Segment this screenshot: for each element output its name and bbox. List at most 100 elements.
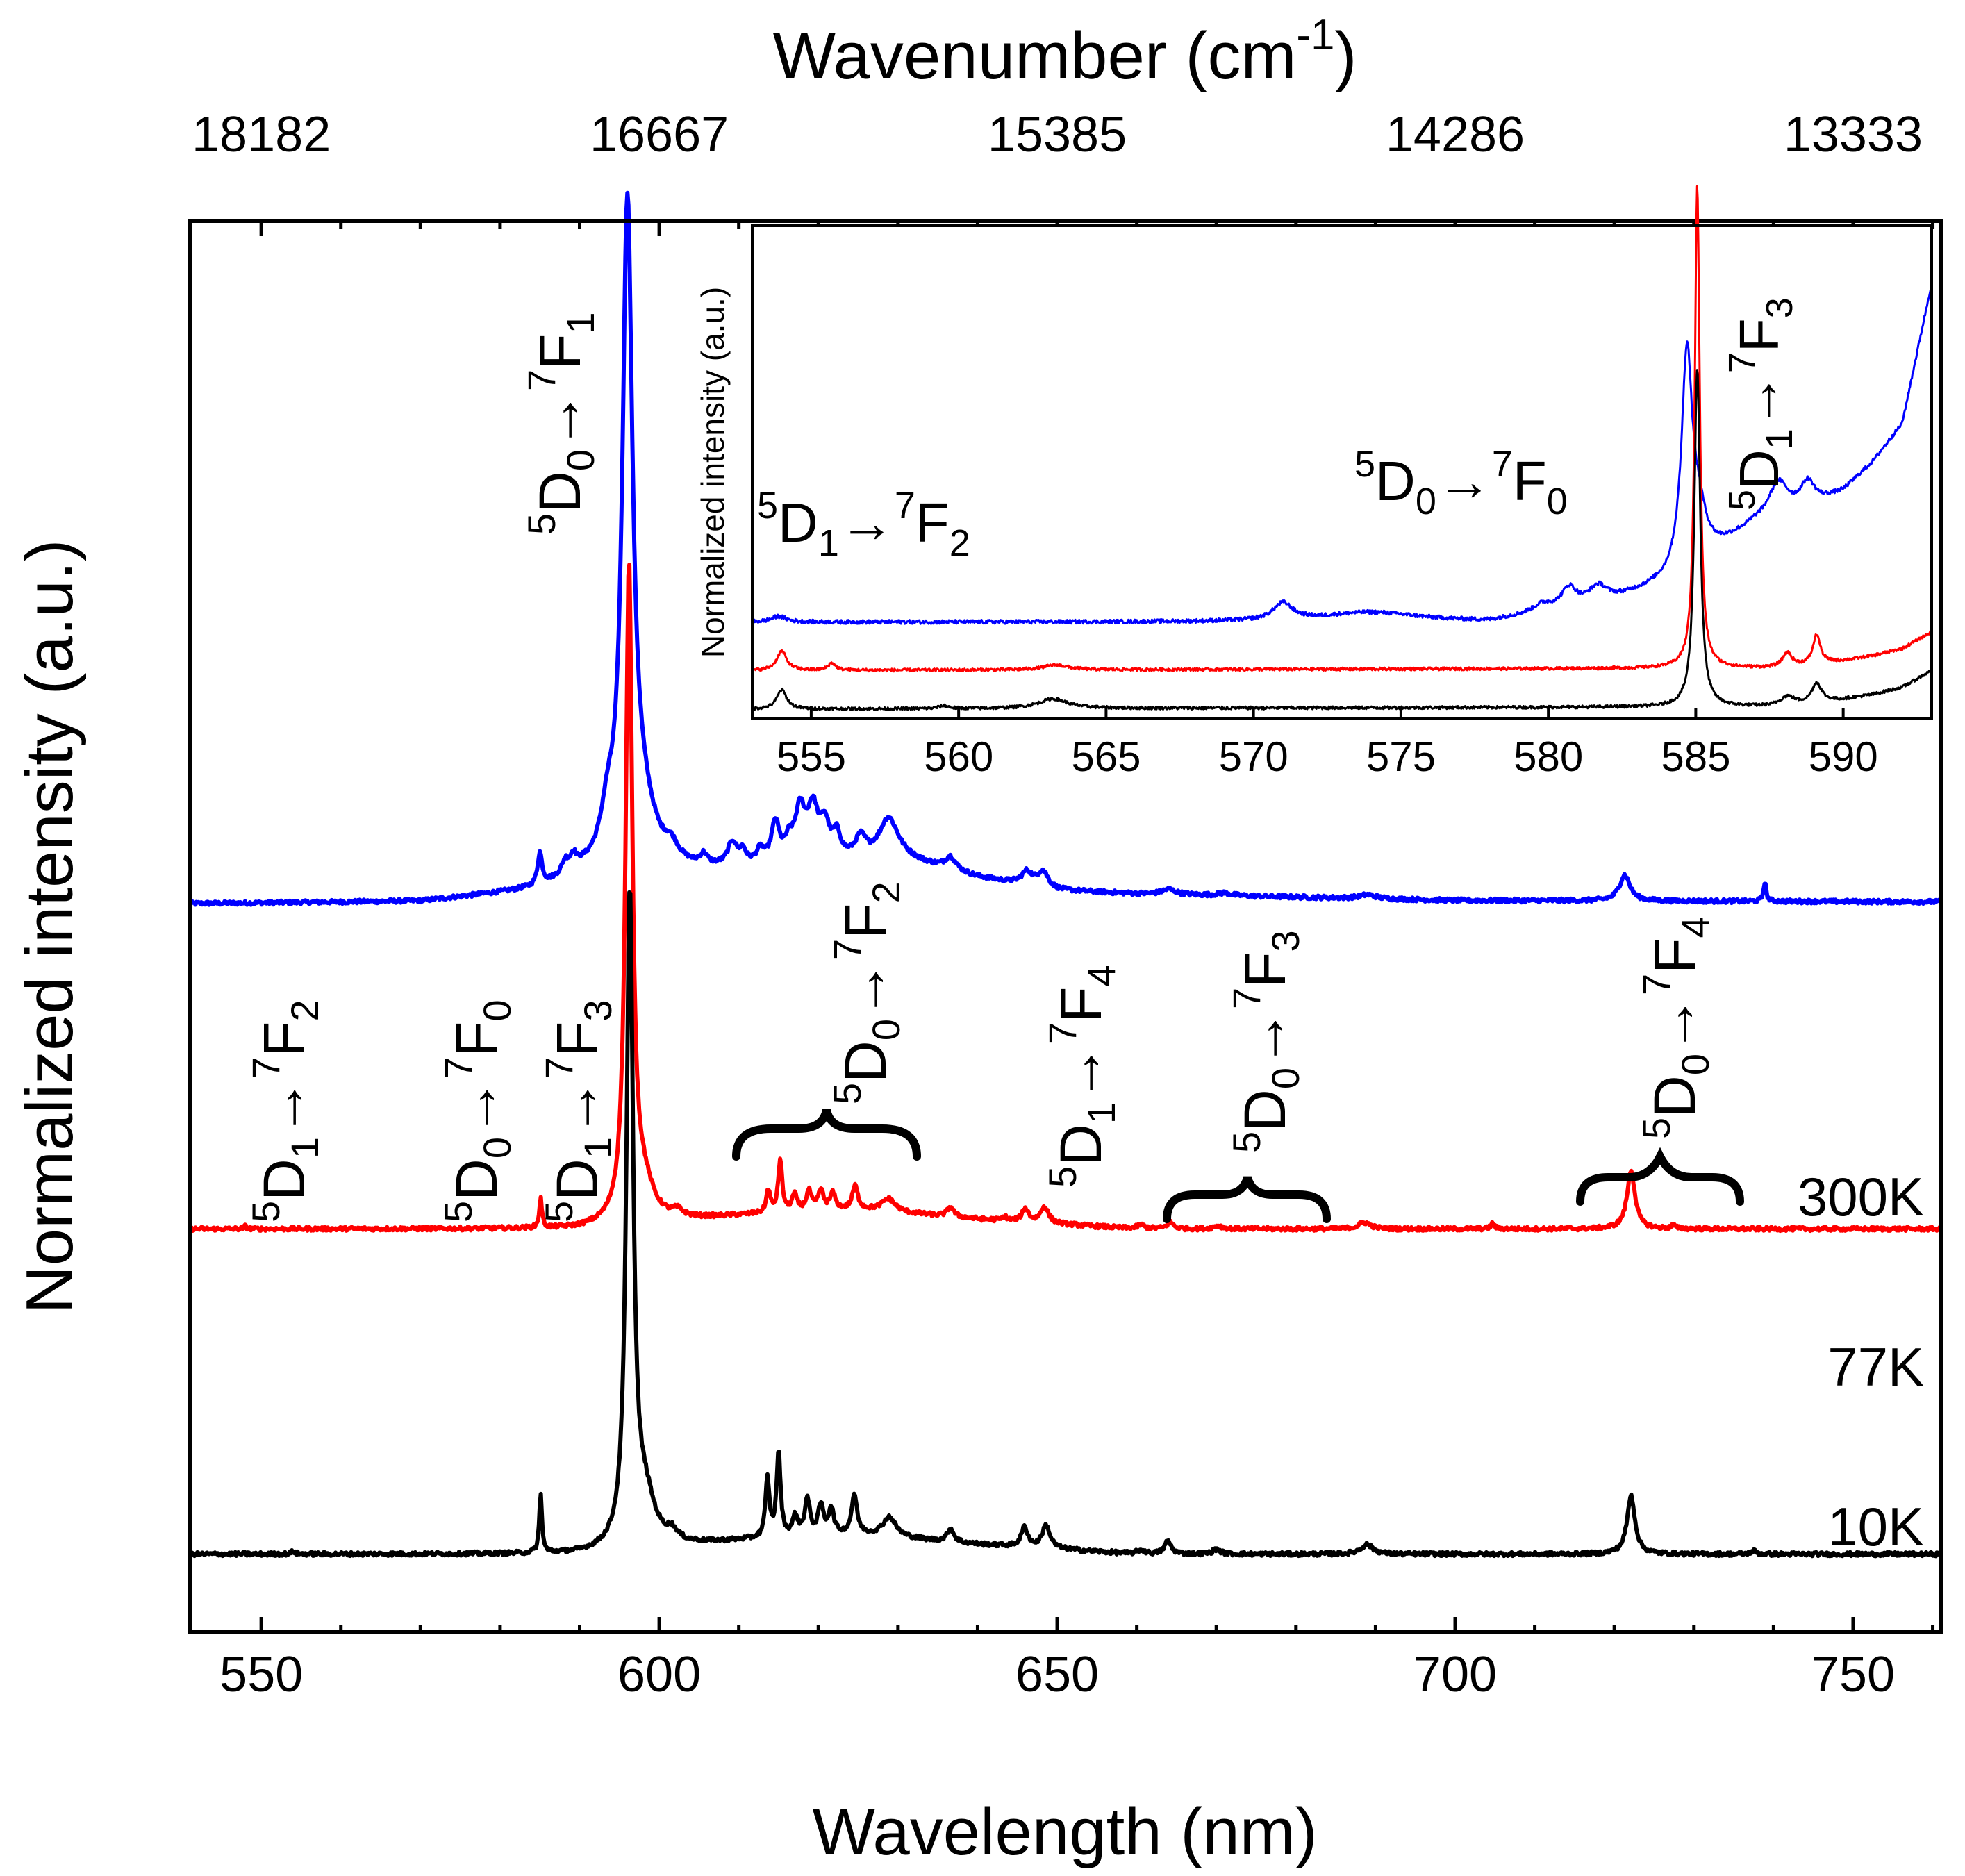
in-ann-d1f2-arrow: → [839,492,895,554]
main-xtick-label-750: 750 [1811,1647,1895,1702]
in-ann-d1f2-level: 5 [757,485,778,526]
series-label-77k: 77K [1827,1336,1924,1397]
ann-d0f1-from: D [527,471,592,513]
brace-d0f3 [1163,1176,1331,1223]
in-ann-d1f3-arrow: → [1728,373,1790,429]
ann-d0f4-to-sub: 4 [1673,916,1717,938]
inset-series-group [751,185,1933,711]
ann-d0f1-level: 5 [520,513,563,535]
main-series-77k [188,563,1943,1234]
in-ann-d1f3-to-level: 7 [1721,352,1763,373]
in-ann-d0f0-arrow: → [1436,450,1492,512]
top-axis-title-close: ) [1335,19,1357,93]
ann-d0f0-from: D [444,1159,509,1201]
ann-d0f2-from-sub: 0 [864,1019,908,1040]
ann-d1f4-to-sub: 4 [1079,965,1123,986]
annotation-d1f2: 5D1→7F2 [244,999,326,1222]
ann-d0f2-arrow: → [833,961,898,1019]
in-ann-d1f2-to-sub: 2 [950,522,970,564]
ann-d0f2-to-level: 7 [825,939,869,961]
ann-d0f3-to-sub: 3 [1263,930,1307,952]
svg-text:5D0→7F4: 5D0→7F4 [1634,916,1717,1139]
annotation-d0f0: 5D0→7F0 [436,999,519,1222]
ann-d1f2-to-sub: 2 [283,999,326,1021]
in-ann-d1f3-to-sub: 3 [1759,297,1800,318]
ann-d0f1-from-sub: 0 [558,449,602,471]
in-ann-d1f2-from-sub: 1 [818,522,839,564]
svg-text:5D1→7F2: 5D1→7F2 [757,485,970,564]
ann-d1f3-level: 5 [537,1201,581,1222]
main-xtick-label-650: 650 [1015,1647,1099,1702]
y-axis-title: Normalized intensity (a.u.) [13,539,87,1313]
top-tick-label-2: 15385 [988,107,1127,163]
top-axis-title: Wavenumber (cm-1) [772,11,1357,93]
ann-d1f4-from: D [1048,1124,1113,1166]
inset-xtick-label-580: 580 [1514,733,1583,780]
ann-d0f2-to: F [833,904,898,939]
ann-d0f4-to-level: 7 [1634,974,1678,995]
svg-text:5D0→7F0: 5D0→7F0 [436,999,519,1222]
ann-d0f1-arrow: → [527,391,592,449]
top-tick-label-1: 16667 [590,107,729,163]
ann-d1f3-from: D [545,1159,610,1201]
in-ann-d1f2-to-level: 7 [895,485,915,526]
in-ann-d0f0-to-sub: 0 [1547,481,1568,522]
ann-d0f0-from-sub: 0 [475,1137,519,1159]
inset-xtick-label-560: 560 [924,733,993,780]
in-ann-d1f3-from: D [1728,449,1790,490]
top-axis: 18182 16667 15385 14286 13333 [192,107,1935,236]
ann-d0f3-to: F [1232,952,1297,988]
inset-xtick-label-585: 585 [1661,733,1730,780]
ann-d0f0-level: 5 [436,1201,480,1222]
ann-d0f2-to-sub: 2 [864,881,908,903]
annotation-d0f2: 5D0→7F2 [825,881,908,1104]
ann-d1f2-from: D [251,1159,317,1201]
ann-d1f3-to: F [545,1022,610,1057]
in-ann-d0f0-to-level: 7 [1492,443,1513,485]
in-ann-d0f0-level: 5 [1354,443,1375,485]
ann-d0f0-to-level: 7 [436,1057,480,1079]
top-axis-title-base: Wavenumber (cm [772,19,1296,93]
ann-d0f4-from-sub: 0 [1673,1054,1717,1075]
main-plot-frame [188,219,1943,1634]
top-tick-label-0: 18182 [192,107,331,163]
ann-d0f3-level: 5 [1225,1131,1268,1153]
annotation-d1f4: 5D1→7F4 [1040,965,1123,1188]
inset-x-axis: 555 560 565 570 575 580 585 590 [777,708,1878,780]
svg-text:5D0→7F1: 5D0→7F1 [520,312,602,535]
inset-frame [751,224,1933,720]
main-series-group [188,190,1943,1559]
ann-d0f2-level: 5 [825,1083,869,1104]
ann-d1f4-from-sub: 1 [1079,1102,1123,1124]
ann-d0f4-to: F [1642,938,1707,974]
inset-annotation-d0f0: 5D0→7F0 [1354,443,1568,522]
ann-d0f3-arrow: → [1232,1009,1297,1068]
inset-background [752,226,1932,719]
ann-d0f3-to-level: 7 [1225,988,1268,1009]
ann-d1f3-to-sub: 3 [576,999,620,1021]
svg-text:5D1→7F3: 5D1→7F3 [537,999,620,1222]
main-xtick-label-600: 600 [617,1647,701,1702]
brace-d0f4 [1576,1147,1744,1206]
ann-d1f2-from-sub: 1 [283,1137,326,1159]
inset-xtick-label-565: 565 [1071,733,1141,780]
inset-series-10k [751,369,1932,711]
annotation-d0f1: 5D0→7F1 [520,312,602,535]
ann-d0f0-to: F [444,1022,509,1057]
inset-series-77k [752,185,1932,673]
series-label-300k: 300K [1798,1166,1924,1227]
in-ann-d1f3-level: 5 [1721,490,1763,510]
svg-text:5D1→7F3: 5D1→7F3 [1721,297,1800,510]
ann-d0f0-to-sub: 0 [475,999,519,1021]
ann-d1f2-arrow: → [251,1079,317,1137]
svg-text:5D0→7F0: 5D0→7F0 [1354,443,1568,522]
annotation-d0f4: 5D0→7F4 [1634,916,1717,1139]
ann-d1f3-to-level: 7 [537,1057,581,1079]
top-tick-label-3: 14286 [1386,107,1525,163]
inset-xtick-label-590: 590 [1809,733,1878,780]
ann-d0f0-arrow: → [444,1079,509,1137]
in-ann-d1f2-to: F [915,492,950,554]
ann-d0f4-level: 5 [1634,1118,1678,1139]
ann-d1f4-level: 5 [1040,1166,1084,1188]
in-ann-d0f0-from: D [1375,450,1416,512]
